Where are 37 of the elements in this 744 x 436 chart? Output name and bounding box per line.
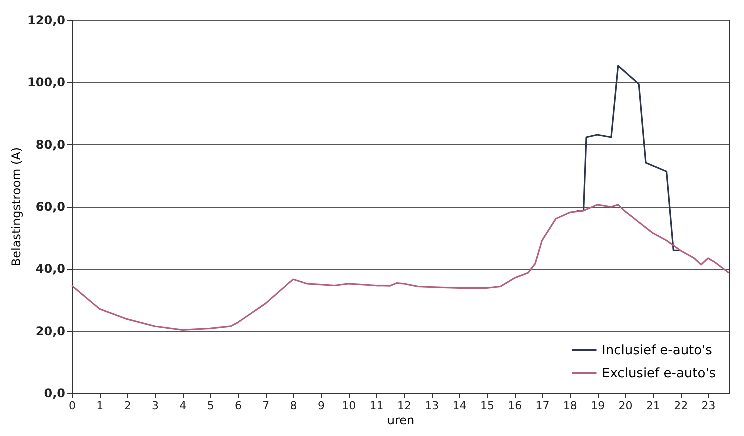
y-tick-label: 80,0: [36, 138, 66, 152]
x-tick-label: 8: [290, 400, 298, 412]
x-tick-label: 4: [180, 400, 187, 412]
x-tick-label: 3: [152, 400, 159, 412]
x-tick-label: 20: [618, 400, 633, 412]
x-tick-label: 15: [480, 400, 494, 412]
x-tick-label: 13: [425, 400, 440, 412]
x-tick-label: 9: [318, 400, 325, 412]
y-tick-label: 100,0: [28, 76, 66, 90]
legend-label: Inclusief e-auto's: [602, 344, 713, 358]
y-tick-label: 60,0: [36, 200, 66, 214]
x-tick-label: 0: [69, 400, 76, 412]
x-tick-label: 17: [536, 400, 550, 412]
y-tick-label: 40,0: [36, 262, 66, 276]
x-tick-label: 2: [124, 400, 132, 412]
x-tick-label: 14: [452, 400, 467, 412]
x-tick-label: 12: [397, 400, 412, 412]
x-tick-label: 19: [591, 400, 606, 412]
x-tick-label: 6: [234, 400, 242, 412]
y-axis-title: Belastingstroom (A): [10, 147, 24, 267]
y-tick-label: 0,0: [44, 386, 66, 400]
x-tick-label: 18: [563, 400, 578, 412]
x-tick-label: 22: [674, 400, 688, 412]
x-tick-label: 23: [702, 400, 716, 412]
y-tick-label: 120,0: [28, 14, 66, 28]
y-tick-label: 20,0: [36, 324, 66, 338]
x-tick-label: 7: [262, 400, 270, 412]
line-series: [576, 65, 682, 252]
x-tick-label: 1: [96, 400, 104, 412]
x-tick-label: 16: [508, 400, 522, 412]
x-tick-label: 5: [207, 400, 214, 412]
x-tick-label: 10: [342, 400, 356, 412]
legend-label: Exclusief e-auto's: [602, 366, 716, 382]
line-series: [71, 204, 730, 332]
x-tick-label: 11: [370, 400, 384, 412]
x-tick-label: 21: [646, 400, 660, 412]
x-axis-title: uren: [387, 414, 415, 428]
